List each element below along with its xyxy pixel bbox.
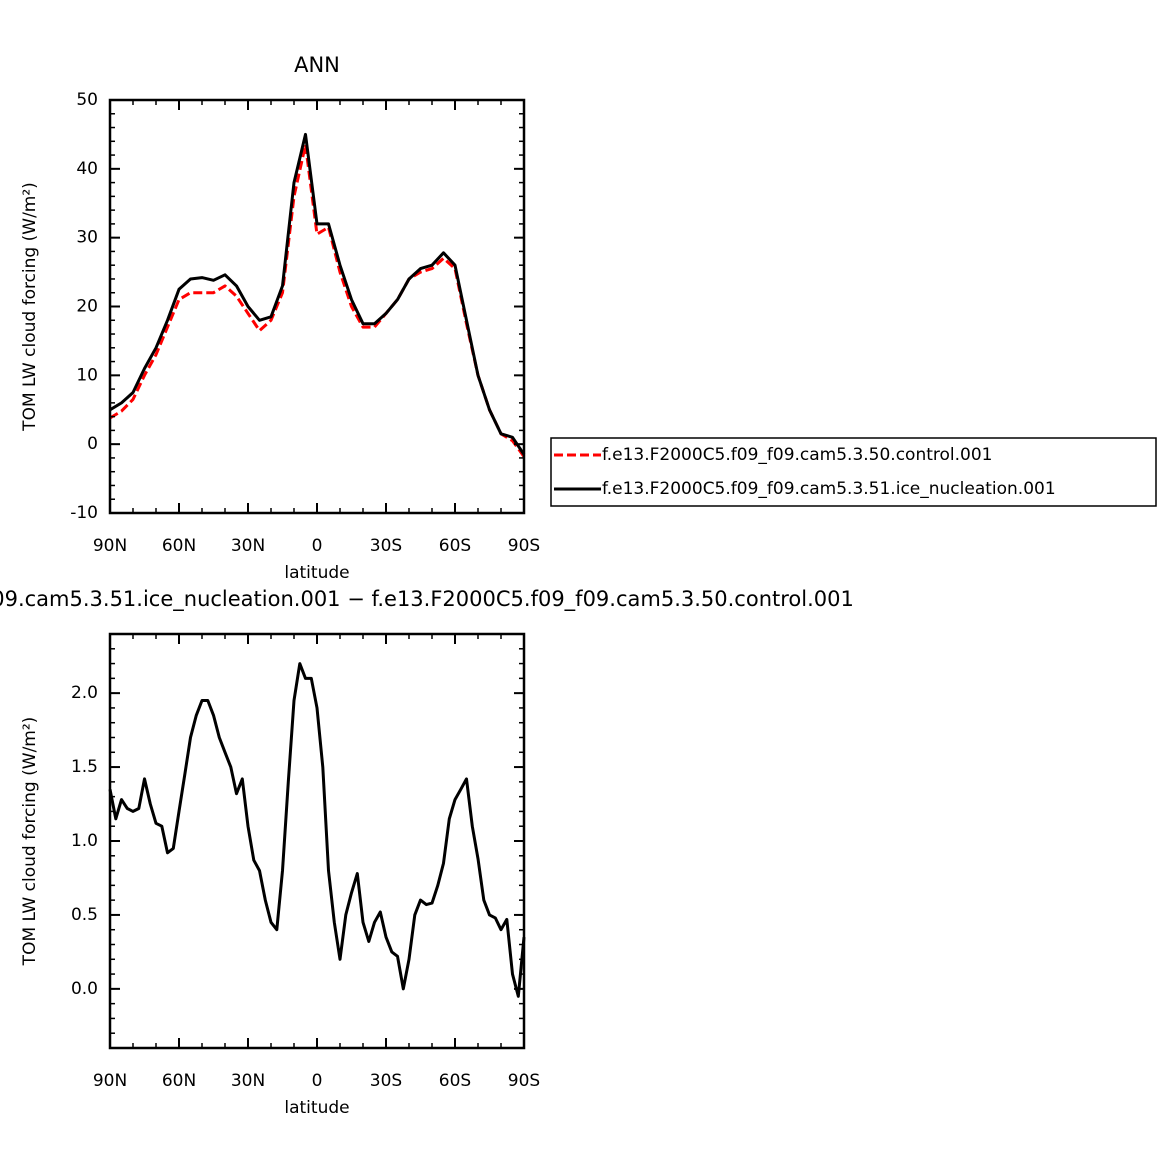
x-tick-label: 0 bbox=[312, 1071, 323, 1091]
y-axis-label: TOM LW cloud forcing (W/m²) bbox=[20, 182, 40, 432]
x-axis-label: latitude bbox=[284, 1098, 349, 1118]
y-tick-label: -10 bbox=[70, 503, 98, 523]
legend-label: f.e13.F2000C5.f09_f09.cam5.3.50.control.… bbox=[602, 445, 993, 465]
y-tick-label: 0.0 bbox=[71, 979, 98, 999]
chart-title: f.e13.F2000C5.f09_f09.cam5.3.51.ice_nucl… bbox=[0, 587, 854, 612]
legend-box bbox=[550, 437, 1157, 507]
x-axis-label: latitude bbox=[284, 563, 349, 583]
plot-frame bbox=[108, 632, 526, 1050]
x-tick-label: 60S bbox=[439, 1071, 471, 1091]
x-tick-label: 30S bbox=[370, 1071, 402, 1091]
y-axis-label: TOM LW cloud forcing (W/m²) bbox=[20, 717, 40, 967]
legend-label: f.e13.F2000C5.f09_f09.cam5.3.51.ice_nucl… bbox=[602, 479, 1056, 499]
x-tick-label: 30N bbox=[231, 1071, 265, 1091]
x-tick-label: 0 bbox=[312, 536, 323, 556]
x-tick-label: 60N bbox=[162, 1071, 196, 1091]
y-tick-label: 0 bbox=[87, 434, 98, 454]
y-tick-label: 1.0 bbox=[71, 831, 98, 851]
x-tick-label: 90N bbox=[93, 536, 127, 556]
y-tick-label: 20 bbox=[76, 297, 98, 317]
x-tick-label: 60N bbox=[162, 536, 196, 556]
y-tick-label: 50 bbox=[76, 90, 98, 110]
x-tick-label: 90S bbox=[508, 1071, 540, 1091]
x-tick-label: 90S bbox=[508, 536, 540, 556]
data-line bbox=[109, 132, 526, 456]
y-tick-label: 30 bbox=[76, 228, 98, 248]
x-tick-label: 60S bbox=[439, 536, 471, 556]
y-tick-label: 10 bbox=[76, 365, 98, 385]
x-tick-label: 90N bbox=[93, 1071, 127, 1091]
chart-title: ANN bbox=[294, 53, 340, 77]
x-tick-label: 30N bbox=[231, 536, 265, 556]
y-tick-label: 2.0 bbox=[71, 683, 98, 703]
x-tick-label: 30S bbox=[370, 536, 402, 556]
data-line bbox=[108, 662, 526, 998]
y-tick-label: 1.5 bbox=[71, 757, 98, 777]
y-tick-label: 0.5 bbox=[71, 905, 98, 925]
y-tick-label: 40 bbox=[76, 159, 98, 179]
